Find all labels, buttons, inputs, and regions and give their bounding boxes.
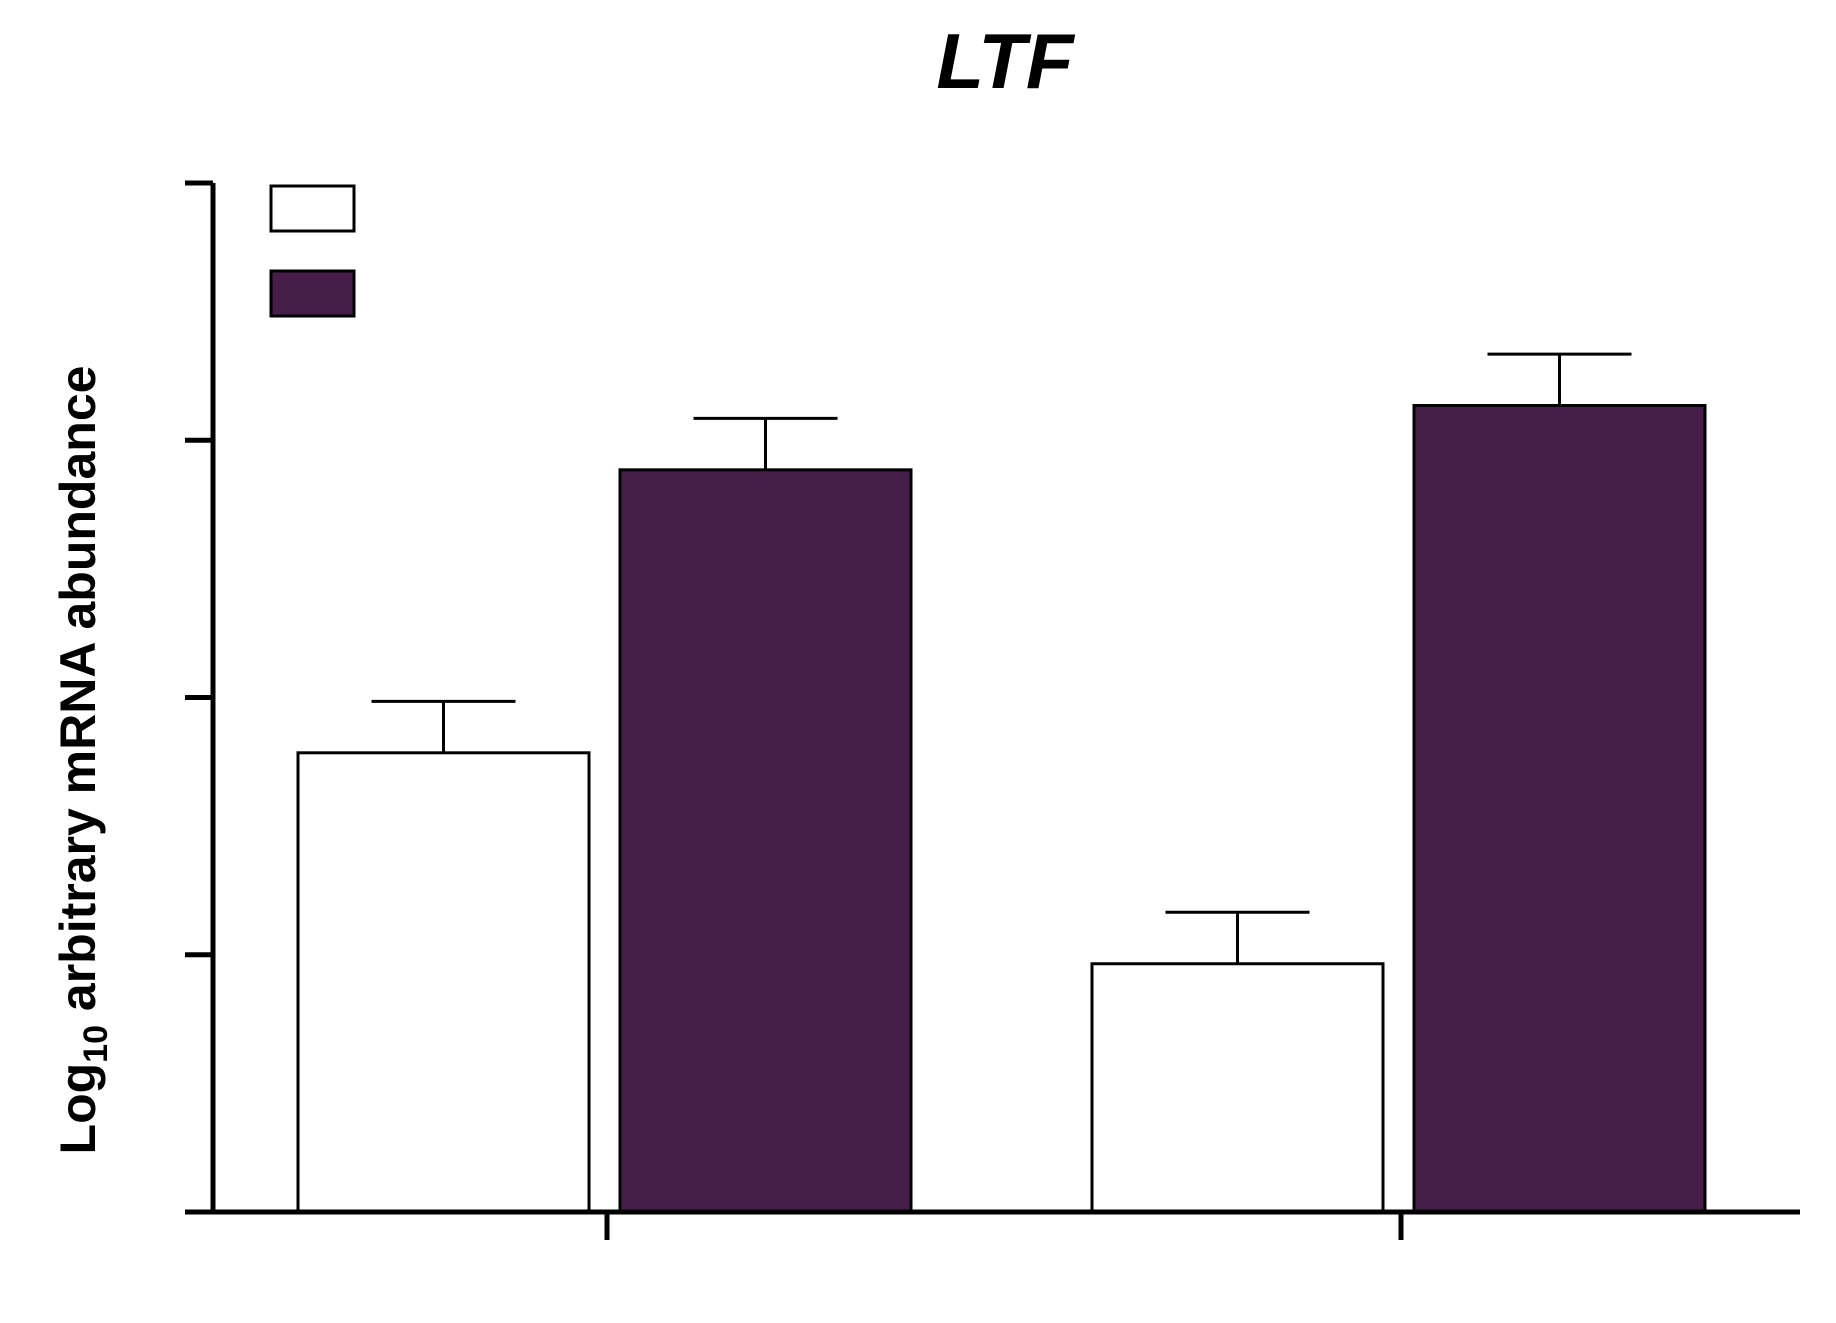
- y-axis-title: Log10 arbitrary mRNA abundance: [50, 366, 115, 1155]
- error-bars-layer: [371, 352, 1632, 964]
- bar-ctr-holstein: [296, 751, 591, 1214]
- bars-layer: [296, 404, 1707, 1214]
- legend-swatch-peg: [269, 269, 356, 318]
- bar-peg-simmental: [1412, 404, 1707, 1214]
- y-ticks-layer: [185, 180, 213, 1215]
- y-axis-title-rest: arbitrary mRNA abundance: [50, 366, 106, 1025]
- bar-peg-holstein: [618, 468, 913, 1214]
- x-ticks-layer: [604, 1212, 1404, 1240]
- bar-ctr-simmental: [1090, 962, 1385, 1214]
- y-axis-title-subscript: 10: [77, 1025, 115, 1063]
- svg-text:Log10 arbitrary mRNA abundance: Log10 arbitrary mRNA abundance: [50, 366, 115, 1155]
- legend-swatch-ctr: [269, 184, 356, 233]
- y-axis-title-base: Log: [50, 1063, 106, 1155]
- legend: [269, 184, 356, 318]
- chart-title: LTF: [936, 17, 1076, 105]
